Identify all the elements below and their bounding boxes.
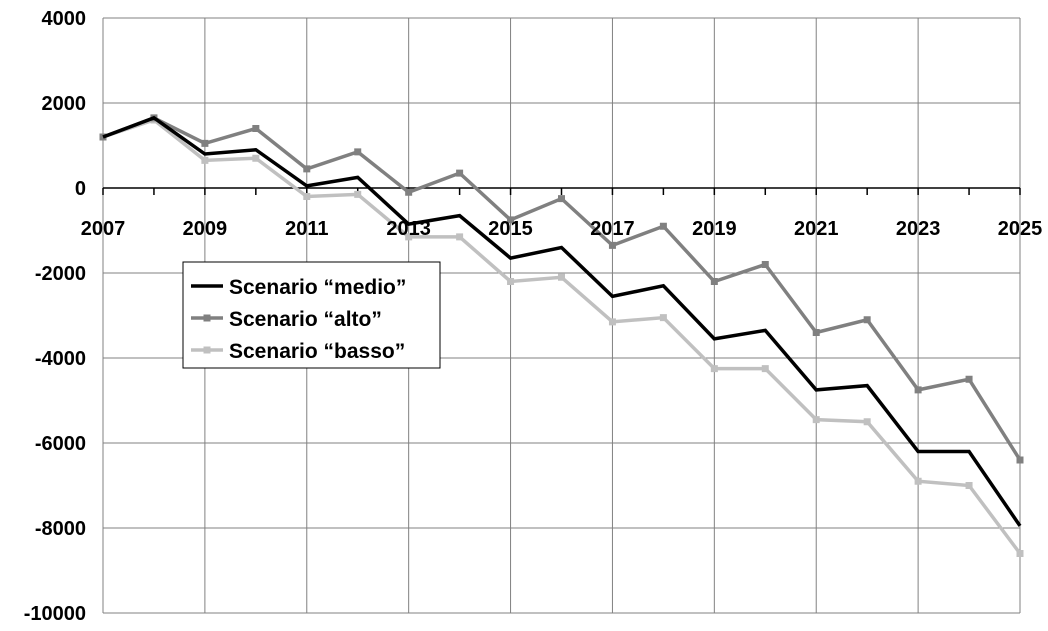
series-marker	[608, 241, 616, 249]
series-marker	[659, 314, 667, 322]
x-tick-label: 2025	[998, 218, 1043, 240]
series-marker	[914, 386, 922, 394]
series-marker	[812, 329, 820, 336]
series-lines	[99, 114, 1024, 557]
legend-marker	[203, 346, 211, 354]
series-marker	[456, 233, 464, 241]
series-marker	[761, 365, 769, 373]
y-tick-label: 0	[75, 178, 86, 200]
y-tick-label: -4000	[35, 348, 86, 370]
x-tick-label: 2017	[590, 218, 635, 240]
series-marker	[710, 365, 718, 373]
series-marker	[914, 477, 922, 485]
series-marker	[965, 375, 973, 383]
series-marker	[710, 278, 718, 285]
series-marker	[863, 316, 871, 324]
series-marker	[1016, 550, 1024, 557]
series-marker	[354, 148, 362, 156]
series-marker	[812, 416, 820, 424]
series-marker	[252, 154, 260, 162]
x-tick-label: 2021	[794, 218, 839, 240]
series-marker	[303, 193, 311, 200]
series-marker	[252, 125, 260, 132]
grid-lines	[102, 17, 1021, 614]
legend-marker	[203, 314, 211, 322]
axes	[102, 17, 1021, 614]
x-tick-label: 2009	[183, 218, 228, 240]
series-marker	[405, 188, 413, 196]
y-tick-label: -2000	[35, 263, 86, 285]
x-tick-label: 2011	[285, 218, 328, 240]
series-marker	[608, 318, 616, 326]
series-marker	[354, 190, 362, 198]
series-marker	[558, 273, 565, 281]
y-tick-label: -8000	[35, 518, 86, 540]
series-marker	[558, 195, 565, 203]
series-marker	[507, 216, 515, 224]
series-marker	[1016, 456, 1024, 464]
series-marker	[201, 156, 209, 164]
series-marker	[659, 222, 667, 230]
x-tick-label: 2023	[896, 218, 941, 240]
series-marker	[507, 278, 515, 285]
series-marker	[863, 418, 871, 426]
y-tick-label: 2000	[42, 93, 87, 115]
x-tick-label: 2007	[81, 218, 126, 240]
series-marker	[965, 482, 973, 489]
x-tick-labels: 2007 2009 2011 2013 2015 2017 2019 2021 2023 2025	[81, 218, 1043, 240]
x-tick-label: 2013	[386, 218, 431, 240]
series-line	[102, 115, 1022, 527]
y-tick-label: 4000	[42, 8, 87, 30]
x-tick-label: 2019	[692, 218, 737, 240]
y-tick-label: -6000	[35, 433, 86, 455]
series-marker	[201, 139, 209, 147]
y-tick-label: -10000	[24, 603, 86, 625]
legend-label: Scenario “medio”	[229, 276, 406, 299]
legend: Scenario “medio” Scenario “alto” Scenario …	[182, 261, 441, 369]
legend-label: Scenario “basso”	[229, 340, 405, 363]
legend-label: Scenario “alto”	[229, 308, 382, 331]
legend-box	[182, 261, 441, 369]
y-tick-labels: 4000 2000 0 -2000 -4000 -6000 -8000 -10000	[24, 8, 86, 625]
series-marker	[761, 261, 769, 268]
x-tick-label: 2015	[488, 218, 533, 240]
series-marker	[303, 165, 311, 173]
series-marker	[456, 169, 464, 177]
series-marker	[405, 233, 413, 241]
